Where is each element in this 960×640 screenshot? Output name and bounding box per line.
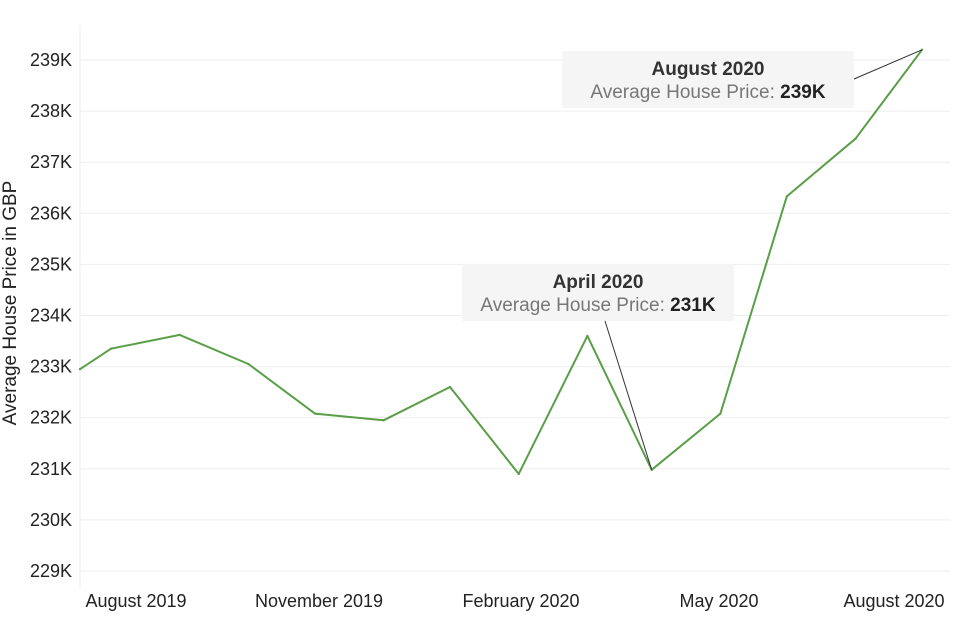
x-axis: August 2019 November 2019 February 2020 May… — [85, 591, 944, 611]
annotation-label: Average House Price: — [590, 82, 780, 103]
data-point — [109, 347, 113, 350]
x-tick-label: August 2019 — [85, 591, 186, 611]
series-line — [79, 49, 923, 475]
series-layer — [78, 48, 924, 476]
y-tick-label: 234K — [30, 306, 72, 326]
annotation-value: 231K — [670, 295, 716, 316]
annotation-leader — [853, 49, 923, 80]
annotation-box — [562, 51, 854, 108]
y-tick-label: 236K — [30, 203, 72, 223]
annotation-title: August 2020 — [652, 59, 765, 80]
data-point — [313, 412, 317, 415]
annotation-title: April 2020 — [553, 272, 644, 293]
data-point — [586, 334, 589, 338]
y-tick-label: 231K — [30, 459, 72, 479]
data-point — [517, 472, 520, 476]
data-point — [382, 419, 385, 422]
y-tick-label: 238K — [30, 101, 72, 121]
data-point — [448, 385, 452, 389]
y-axis: 229K 230K 231K 232K 233K 234K 235K 236K 237K 238K… — [30, 50, 72, 581]
data-point — [78, 367, 82, 371]
data-point — [719, 412, 722, 415]
y-tick-label: 229K — [30, 561, 72, 581]
data-point — [178, 333, 181, 337]
x-tick-label: February 2020 — [462, 591, 579, 611]
annotation-text: Average House Price: 231K — [480, 295, 715, 316]
x-tick-label: May 2020 — [679, 591, 758, 611]
annotation-value: 239K — [780, 82, 826, 103]
data-point — [247, 362, 250, 366]
annotation-box — [462, 264, 734, 321]
annotation-label: Average House Price: — [480, 295, 670, 316]
x-tick-label: August 2020 — [843, 591, 944, 611]
annotation-leader — [604, 320, 653, 470]
data-point — [785, 195, 789, 198]
y-tick-label: 230K — [30, 510, 72, 530]
data-point — [854, 137, 857, 140]
y-tick-label: 237K — [30, 152, 72, 172]
y-tick-label: 235K — [30, 254, 72, 274]
y-tick-label: 233K — [30, 357, 72, 377]
annotation-text: Average House Price: 239K — [590, 82, 825, 103]
y-tick-label: 232K — [30, 408, 72, 428]
y-tick-label: 239K — [30, 50, 72, 70]
x-tick-label: November 2019 — [255, 591, 383, 611]
y-axis-title: Average House Price in GBP — [0, 181, 21, 426]
